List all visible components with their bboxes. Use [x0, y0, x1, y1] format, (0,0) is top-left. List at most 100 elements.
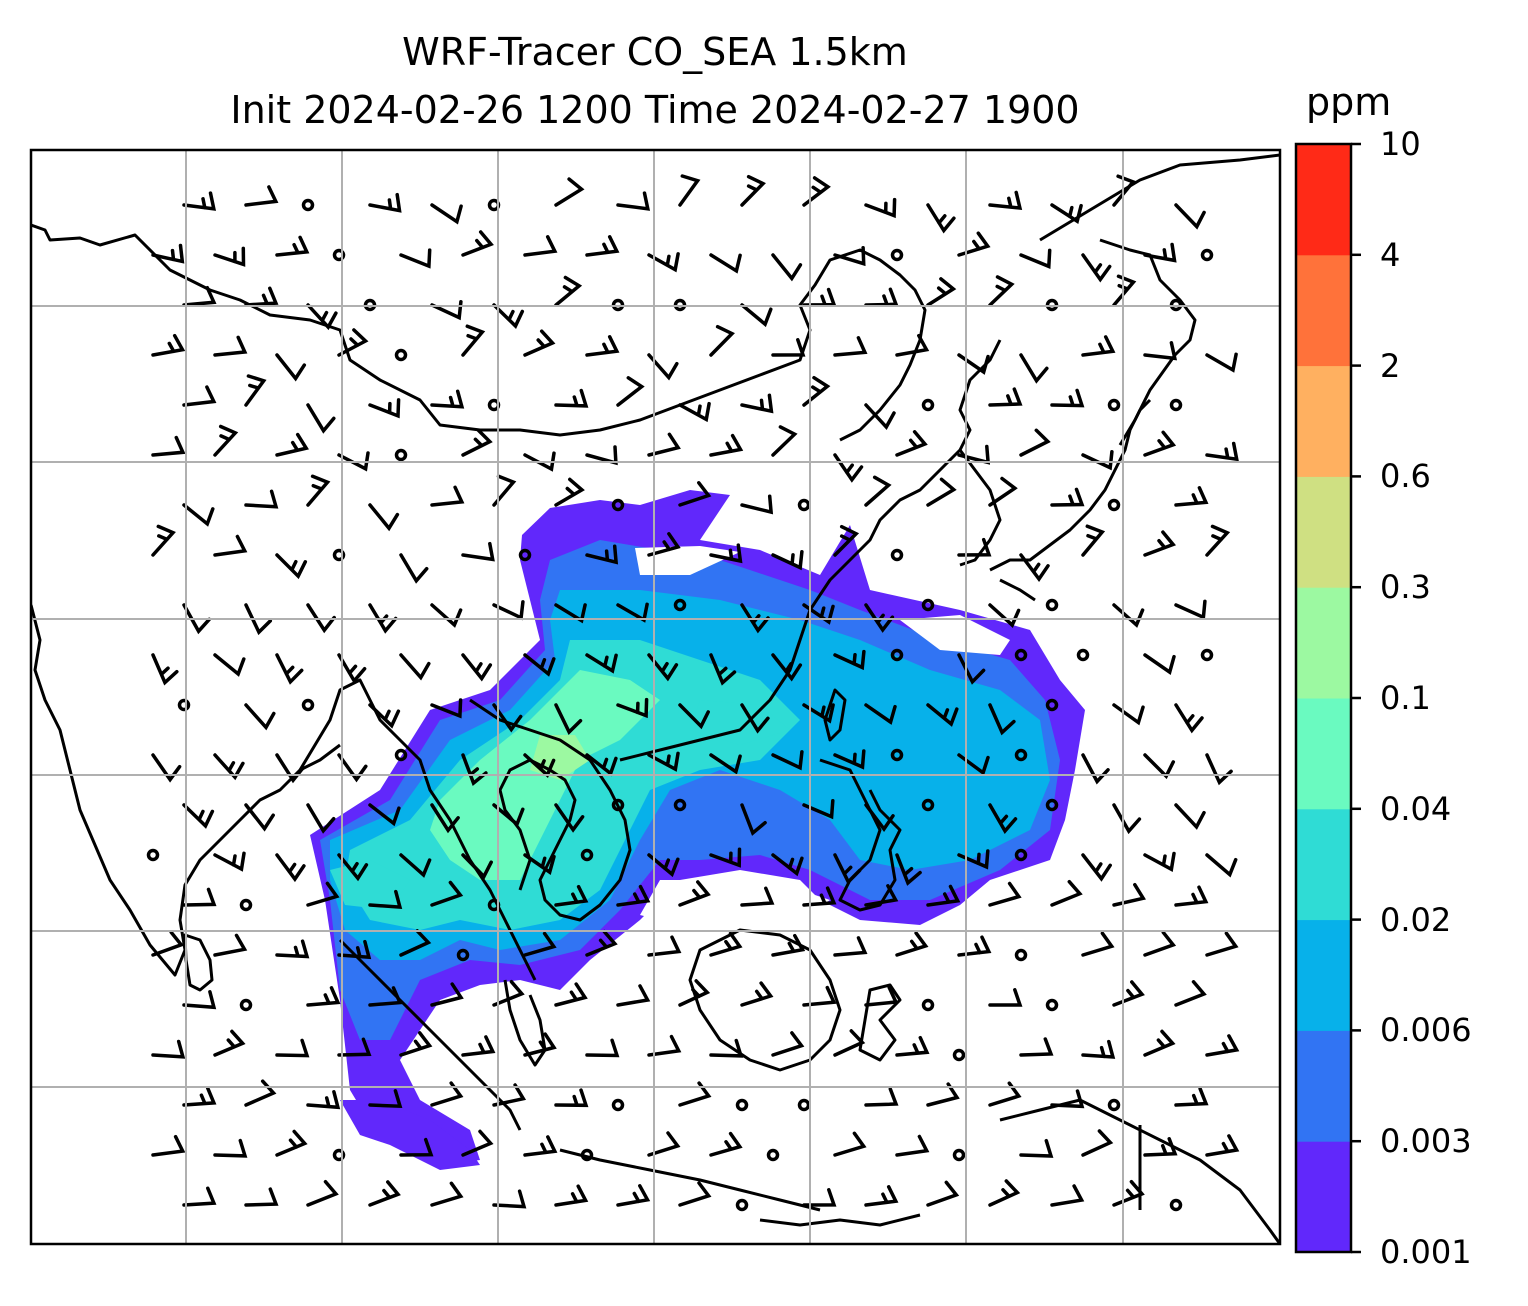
- wind-barb: [833, 936, 868, 957]
- wind-barb: [213, 851, 246, 872]
- wind-barb: [585, 653, 618, 674]
- wind-barb: [740, 393, 774, 414]
- map-frame: [29, 148, 1282, 1246]
- wind-barb: [988, 1179, 1021, 1207]
- wind-barb: [151, 524, 176, 557]
- wind-barb: [182, 1186, 217, 1207]
- wind-calm-marker: [890, 648, 904, 662]
- wind-barb: [244, 374, 267, 407]
- wind-barb: [709, 543, 743, 564]
- wind-barb: [182, 887, 217, 907]
- wind-calm-marker: [332, 548, 346, 562]
- wind-barb: [616, 376, 645, 407]
- wind-barb: [802, 798, 835, 820]
- wind-barb: [864, 803, 895, 833]
- wind-barb: [864, 985, 899, 1007]
- wind-barb: [616, 1184, 651, 1207]
- wind-barb: [1050, 487, 1085, 507]
- wind-barb: [1143, 430, 1177, 457]
- wind-barb: [337, 328, 369, 357]
- wind-barb: [1205, 853, 1238, 878]
- wind-barb: [616, 984, 651, 1007]
- wind-barb: [678, 401, 711, 423]
- wind-barb: [554, 388, 589, 408]
- wind-calm-marker: [952, 1048, 966, 1062]
- wind-barb: [1050, 1089, 1085, 1109]
- wind-calm-marker: [1107, 498, 1121, 512]
- wind-barb: [523, 653, 556, 677]
- wind-barb: [337, 753, 368, 783]
- wind-barb: [988, 703, 1016, 736]
- wind-barb: [213, 246, 246, 267]
- wind-barb: [213, 424, 239, 457]
- wind-barb: [523, 1135, 558, 1157]
- wind-barb: [740, 174, 766, 207]
- wind-barb: [151, 930, 185, 957]
- colorbar-tick-label: 0.6: [1380, 457, 1431, 496]
- wind-barb: [957, 849, 990, 870]
- wind-barb: [399, 929, 432, 957]
- wind-barb: [864, 884, 899, 907]
- wind-calm-marker: [1169, 1198, 1183, 1212]
- wind-barb: [1112, 882, 1146, 907]
- wind-barb: [926, 884, 961, 907]
- wind-calm-marker: [394, 448, 408, 462]
- wind-barb: [647, 853, 680, 878]
- colorbar-tick-label: 0.04: [1380, 789, 1452, 828]
- wind-barb: [740, 303, 773, 328]
- chart-title-line2: Init 2024-02-26 1200 Time 2024-02-27 190…: [230, 88, 1080, 132]
- wind-barb: [523, 235, 558, 257]
- wind-calm-marker: [332, 1148, 346, 1162]
- wind-calm-marker: [890, 248, 904, 262]
- coastline-siberia: [31, 223, 927, 442]
- wind-barb: [647, 653, 679, 682]
- wind-barb: [275, 753, 305, 784]
- colorbar: [1294, 142, 1361, 1254]
- wind-barb: [833, 1029, 866, 1057]
- wind-barb: [554, 703, 583, 735]
- wind-barb: [275, 553, 308, 580]
- wind-barb: [647, 353, 679, 381]
- wind-barb: [306, 881, 340, 907]
- wind-barb: [213, 933, 248, 957]
- wind-calm-marker: [1107, 1098, 1121, 1112]
- wind-barb: [988, 603, 1021, 629]
- wind-barb: [585, 544, 619, 565]
- wind-barb: [1019, 553, 1050, 583]
- wind-calm-marker: [797, 498, 811, 512]
- wind-calm-marker: [1200, 648, 1214, 662]
- wind-barb: [926, 477, 957, 507]
- colorbar-unit-label: ppm: [1306, 80, 1392, 124]
- wind-barb: [1174, 980, 1207, 1007]
- wind-barb: [554, 884, 589, 907]
- wind-calm-marker: [611, 1098, 625, 1112]
- wind-calm-marker: [1200, 248, 1214, 262]
- wind-barb: [864, 1185, 899, 1207]
- wind-barb: [1019, 353, 1049, 384]
- wind-barb: [833, 1131, 867, 1157]
- tracer-band-0.04b: [690, 700, 790, 745]
- chart-title-line1: WRF-Tracer CO_SEA 1.5km: [402, 30, 908, 74]
- tracer-hole-japan: [900, 615, 1010, 655]
- wind-barb: [244, 489, 279, 509]
- wind-barb: [1205, 753, 1233, 786]
- wind-barb: [554, 275, 583, 307]
- wind-barb: [337, 853, 369, 882]
- wind-barb: [1174, 203, 1206, 230]
- wind-barb: [678, 481, 712, 507]
- wind-barb: [430, 1181, 464, 1207]
- coastline-new-guinea: [999, 1098, 1280, 1244]
- wind-barb: [1205, 931, 1239, 957]
- wind-calm-marker: [394, 348, 408, 362]
- wind-calm-marker: [797, 1098, 811, 1112]
- wind-barb: [337, 653, 367, 684]
- wind-barb: [771, 853, 804, 877]
- wind-barb: [430, 982, 464, 1007]
- wind-barb: [802, 703, 835, 724]
- wind-barb: [833, 245, 866, 267]
- wind-barb: [151, 653, 179, 686]
- colorbar-tick-label: 0.001: [1380, 1233, 1472, 1271]
- wind-barb: [1205, 441, 1239, 462]
- wind-barb: [957, 444, 991, 465]
- wind-barb: [585, 335, 620, 357]
